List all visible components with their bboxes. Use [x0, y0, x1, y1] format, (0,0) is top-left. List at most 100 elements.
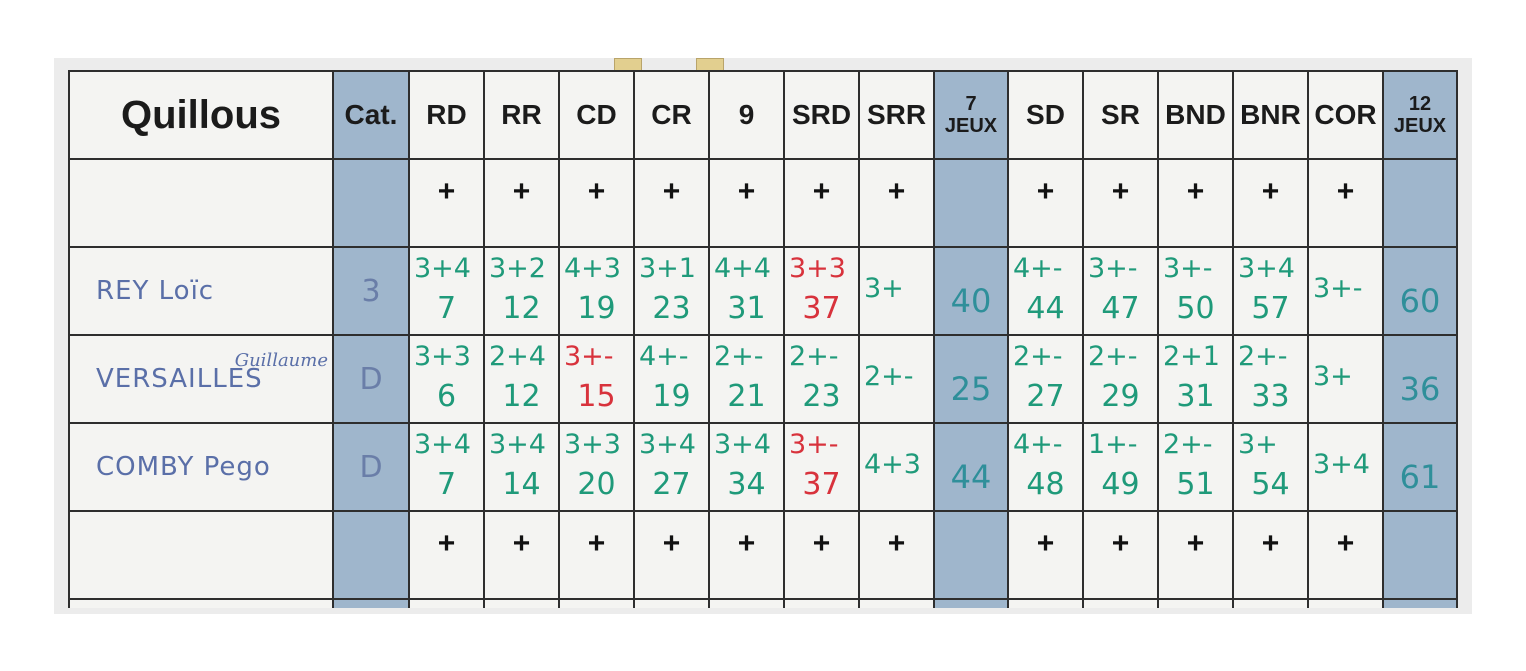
score-cell: 4+- 44 — [1007, 246, 1084, 336]
score-pins: 3+4 — [489, 429, 546, 460]
plus-cell: + — [1082, 510, 1159, 600]
score-cell: 2+- 33 — [1232, 334, 1309, 424]
player-first-name: Guillaume — [234, 350, 328, 371]
game-header: CR — [651, 99, 692, 130]
player-row: REY Loïc 3 3+4 7 3+2 12 4+3 19 3+1 23 4+4 31 3+3 37 3+… — [68, 246, 1458, 336]
score-cumulative: 51 — [1176, 467, 1215, 502]
plus-cell: + — [1232, 510, 1309, 600]
score-cell: 3+ — [1307, 334, 1384, 424]
subtotal12-number: 12 — [1408, 93, 1432, 115]
score-cell: 2+- 27 — [1007, 334, 1084, 424]
empty-name-cell — [68, 510, 334, 600]
score-cell: 3+4 57 — [1232, 246, 1309, 336]
plus-cell — [708, 598, 785, 608]
plus-sign: + — [662, 175, 681, 208]
player-row: COMBY Pego D 3+4 7 3+4 14 3+3 20 3+4 27 3+4 34 3+- 37… — [68, 422, 1458, 512]
score-cell: 3+4 — [1307, 422, 1384, 512]
player-cat-cell: D — [332, 422, 410, 512]
plus-sign: + — [887, 527, 906, 560]
score-cell: 2+- 51 — [1157, 422, 1234, 512]
score-cumulative: 27 — [1026, 379, 1065, 414]
subtotal12-cell: 60 — [1382, 246, 1458, 336]
subtotal7-cell: 44 — [933, 422, 1009, 512]
score-pins: 3+- — [1313, 273, 1363, 304]
score-pins: 4+3 — [564, 253, 621, 284]
score-pins: 3+- — [1088, 253, 1138, 284]
plus-sign: + — [1336, 175, 1355, 208]
plus-cell: + — [408, 158, 485, 248]
player-category: D — [359, 449, 383, 485]
game-header-cell: RD — [408, 70, 485, 160]
plus-cell: + — [1307, 158, 1384, 248]
plus-sign: + — [1036, 527, 1055, 560]
score-cumulative: 19 — [652, 379, 691, 414]
score-pins: 4+- — [1013, 429, 1063, 460]
score-cell: 2+4 12 — [483, 334, 560, 424]
plus-cell: + — [708, 158, 785, 248]
score-pins: 3+ — [864, 273, 904, 304]
score-pins: 3+3 — [564, 429, 621, 460]
plus-sign: + — [812, 175, 831, 208]
empty-subtotal7-cell — [933, 158, 1009, 248]
plus-sign: + — [587, 175, 606, 208]
plus-sign: + — [512, 527, 531, 560]
score-cell: 2+- 23 — [783, 334, 860, 424]
plus-cell: + — [858, 158, 935, 248]
score-cell: 3+- 47 — [1082, 246, 1159, 336]
header-row: Quillous Cat. RD RR CD CR 9 SRD SRR 7 JE… — [68, 70, 1458, 160]
plus-cell — [1307, 598, 1384, 608]
score-pins: 3+- — [564, 341, 614, 372]
score-cumulative: 37 — [802, 467, 841, 502]
score-cell: 2+1 31 — [1157, 334, 1234, 424]
empty-name-cell — [68, 598, 334, 608]
subtotal7-value: 44 — [950, 458, 992, 496]
plus-cell: + — [483, 158, 560, 248]
game-header: RR — [501, 99, 542, 130]
score-cell: 3+- 15 — [558, 334, 635, 424]
cat-header: Cat. — [344, 99, 398, 130]
empty-subtotal7-cell — [933, 510, 1009, 600]
player-category: D — [359, 361, 383, 397]
score-cumulative: 19 — [577, 291, 616, 326]
score-cumulative: 37 — [802, 291, 841, 326]
score-pins: 2+- — [864, 361, 914, 392]
game-header-cell: BNR — [1232, 70, 1309, 160]
plus-cell: + — [1007, 510, 1084, 600]
score-pins: 2+- — [1238, 341, 1288, 372]
game-header: SD — [1026, 99, 1065, 130]
game-header: CD — [576, 99, 617, 130]
plus-cell: + — [1157, 158, 1234, 248]
plus-cell: + — [633, 158, 710, 248]
score-cell: 4+3 19 — [558, 246, 635, 336]
score-cell: 3+3 37 — [783, 246, 860, 336]
player-cat-cell: D — [332, 334, 410, 424]
score-cumulative: 7 — [436, 467, 457, 502]
score-cell: 2+- 29 — [1082, 334, 1159, 424]
plus-sign: + — [887, 175, 906, 208]
plus-sign: + — [1036, 175, 1055, 208]
empty-cat-cell — [332, 510, 410, 600]
player-cat-cell: 3 — [332, 246, 410, 336]
plus-sign: + — [512, 175, 531, 208]
empty-subtotal12-cell — [1382, 158, 1458, 248]
game-header: RD — [426, 99, 467, 130]
subtotal7-label: JEUX — [944, 115, 998, 137]
score-cell: 3+- 37 — [783, 422, 860, 512]
score-pins: 2+- — [714, 341, 764, 372]
game-header: BNR — [1240, 99, 1301, 130]
plus-cell — [858, 598, 935, 608]
game-header-cell: CR — [633, 70, 710, 160]
score-pins: 3+4 — [714, 429, 771, 460]
player-name-cell: COMBY Pego — [68, 422, 334, 512]
score-pins: 3+2 — [489, 253, 546, 284]
plus-sign: + — [437, 175, 456, 208]
plus-cell: + — [708, 510, 785, 600]
score-cumulative: 29 — [1101, 379, 1140, 414]
empty-row: + + + + + + + + + + + + — [68, 158, 1458, 248]
score-cell: 3+4 27 — [633, 422, 710, 512]
score-pins: 3+ — [1313, 361, 1353, 392]
score-pins: 4+- — [1013, 253, 1063, 284]
score-cumulative: 21 — [727, 379, 766, 414]
plus-cell — [1007, 598, 1084, 608]
score-cumulative: 6 — [436, 379, 457, 414]
